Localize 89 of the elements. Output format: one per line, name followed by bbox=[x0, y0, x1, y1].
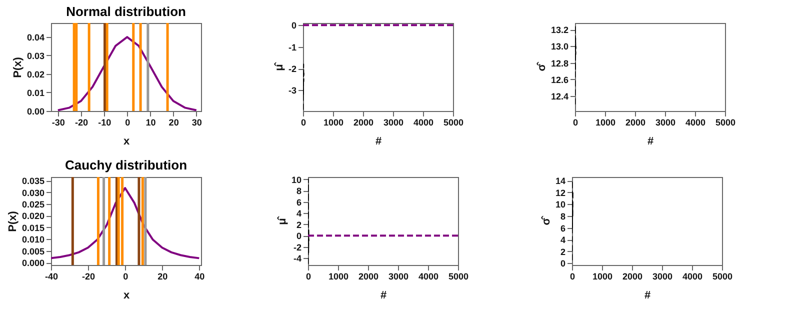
y-tick-label: 0.00 bbox=[26, 106, 44, 116]
x-tick-label: -40 bbox=[44, 272, 58, 282]
y-tick-label: 0 bbox=[296, 231, 302, 242]
y-axis-title: μ̂ bbox=[276, 216, 288, 225]
x-axis-title: x bbox=[123, 290, 130, 302]
x-tick-label: 30 bbox=[192, 118, 202, 128]
y-axis-title: σ̂ bbox=[540, 216, 552, 226]
x-tick-label: 2000 bbox=[353, 118, 374, 128]
x-tick-label: 0 bbox=[125, 118, 130, 128]
y-tick-label: 14 bbox=[555, 176, 566, 186]
x-tick-label: -10 bbox=[98, 118, 112, 128]
x-tick-label: 1000 bbox=[592, 272, 613, 282]
y-tick-label: 0.005 bbox=[22, 246, 44, 256]
y-tick-label: 8 bbox=[296, 186, 302, 196]
x-axis-title: x bbox=[123, 136, 130, 148]
y-axis-title: P(x) bbox=[12, 56, 24, 78]
x-tick-label: 1000 bbox=[595, 118, 616, 128]
x-tick-label: 5000 bbox=[448, 272, 469, 282]
y-tick-label: 4 bbox=[560, 235, 566, 246]
y-tick-label: 12.8 bbox=[550, 58, 568, 68]
y-tick-label: -3 bbox=[288, 86, 296, 96]
x-tick-label: 0 bbox=[306, 272, 312, 282]
line-series bbox=[51, 187, 200, 260]
x-tick-label: 20 bbox=[158, 272, 168, 282]
y-tick-label: -2 bbox=[288, 64, 296, 74]
x-tick-label: 2000 bbox=[622, 272, 643, 282]
x-tick-label: 2000 bbox=[625, 118, 646, 128]
y-tick-label: 0.035 bbox=[22, 176, 44, 186]
x-tick-label: 3000 bbox=[652, 272, 673, 282]
y-tick-label: 0.02 bbox=[26, 69, 44, 80]
x-tick-label: 1000 bbox=[328, 272, 349, 282]
x-tick-label: 4000 bbox=[418, 272, 439, 282]
x-tick-label: 3000 bbox=[388, 272, 409, 282]
x-axis-title: # bbox=[380, 290, 387, 302]
y-tick-label: 12 bbox=[555, 188, 566, 198]
y-tick-label: 6 bbox=[296, 197, 302, 208]
y-tick-label: 0.020 bbox=[22, 211, 44, 222]
x-tick-label: 0 bbox=[123, 272, 128, 282]
y-axis-title: μ̂ bbox=[274, 62, 286, 71]
x-tick-label: 10 bbox=[146, 118, 156, 128]
y-tick-label: 0.025 bbox=[22, 199, 44, 210]
y-tick-label: 6 bbox=[560, 223, 566, 234]
y-tick-label: 13.0 bbox=[550, 42, 568, 52]
y-axis-title: P(x) bbox=[6, 210, 19, 232]
x-axis-title: # bbox=[644, 290, 651, 302]
x-tick-label: -20 bbox=[74, 118, 88, 128]
x-tick-label: 5000 bbox=[715, 118, 736, 128]
x-tick-label: 40 bbox=[194, 272, 205, 282]
y-tick-label: 0.030 bbox=[22, 188, 44, 198]
line-series bbox=[56, 36, 198, 111]
x-tick-label: 4000 bbox=[682, 272, 703, 282]
y-tick-label: 0 bbox=[291, 20, 296, 31]
y-tick-label: 2 bbox=[296, 220, 302, 230]
x-tick-label: 20 bbox=[168, 118, 179, 128]
x-tick-label: 5000 bbox=[443, 118, 464, 128]
chart-title: Normal distribution bbox=[66, 4, 186, 19]
x-axis-title: # bbox=[375, 136, 382, 148]
y-tick-label: 12.4 bbox=[550, 92, 568, 102]
y-tick-label: -4 bbox=[293, 254, 302, 264]
y-tick-label: 0.010 bbox=[22, 234, 44, 245]
x-tick-label: 0 bbox=[570, 272, 576, 282]
y-tick-label: 13.2 bbox=[550, 25, 568, 36]
y-tick-label: 4 bbox=[296, 208, 302, 219]
y-tick-label: 10 bbox=[291, 174, 302, 185]
chart-title: Cauchy distribution bbox=[64, 158, 188, 173]
y-tick-label: 0.015 bbox=[22, 222, 44, 233]
y-tick-label: 0.000 bbox=[22, 258, 44, 268]
x-axis-title: # bbox=[647, 136, 654, 148]
x-tick-label: -20 bbox=[82, 272, 96, 282]
x-tick-label: 5000 bbox=[712, 272, 733, 282]
y-tick-label: -2 bbox=[293, 242, 302, 252]
y-tick-label: 10 bbox=[555, 200, 566, 210]
y-axis-title: σ̂ bbox=[536, 62, 548, 72]
x-tick-label: 1000 bbox=[323, 118, 344, 128]
x-tick-label: 4000 bbox=[413, 118, 434, 128]
y-tick-label: 0.03 bbox=[26, 50, 44, 61]
y-tick-label: 8 bbox=[560, 211, 566, 222]
x-tick-label: -30 bbox=[52, 118, 65, 128]
y-tick-label: 2 bbox=[560, 246, 566, 257]
y-tick-label: 0.01 bbox=[26, 88, 44, 98]
x-tick-label: 4000 bbox=[685, 118, 706, 128]
y-tick-label: 0 bbox=[560, 258, 566, 269]
y-tick-label: -1 bbox=[288, 42, 296, 52]
x-tick-label: 2000 bbox=[358, 272, 379, 282]
y-tick-label: 12.6 bbox=[550, 74, 568, 85]
x-tick-label: 0 bbox=[572, 118, 578, 128]
x-tick-label: 3000 bbox=[383, 118, 404, 128]
y-tick-label: 0.04 bbox=[26, 32, 44, 42]
x-tick-label: 3000 bbox=[655, 118, 676, 128]
